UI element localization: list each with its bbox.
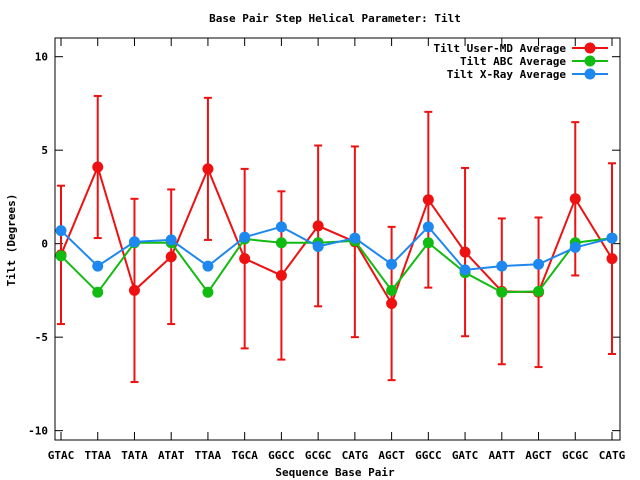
- series-line-3: [60, 225, 613, 271]
- legend-label: Tilt ABC Average: [460, 55, 566, 68]
- legend-label: Tilt X-Ray Average: [447, 68, 567, 81]
- x-tick-label: ATAT: [158, 449, 185, 462]
- series-3-point: [349, 232, 361, 244]
- series-2-point: [55, 250, 67, 262]
- series-1-point: [165, 251, 177, 263]
- x-tick-label: CATG: [599, 449, 626, 462]
- series-3-point: [275, 221, 287, 233]
- series-3-point: [128, 236, 140, 248]
- x-tick-label: GATC: [452, 449, 479, 462]
- series-3-point: [239, 231, 251, 243]
- series-3-point: [55, 225, 67, 237]
- series-3-point: [386, 258, 398, 270]
- tick-layer: -10 -5 0 5 10 GTAC TTAA TATA ATAT TTAA TGCA GGCC GCG…: [28, 38, 626, 462]
- series-layer: [55, 161, 618, 310]
- y-tick-label: 0: [41, 238, 48, 251]
- series-2-point: [202, 286, 214, 298]
- x-axis-label: Sequence Base Pair: [275, 466, 395, 479]
- x-tick-label: GCGC: [305, 449, 332, 462]
- series-3-point: [312, 240, 324, 252]
- y-axis-label: Tilt (Degrees): [5, 194, 18, 287]
- x-tick-label: GGCC: [415, 449, 442, 462]
- x-tick-label: GCGC: [562, 449, 589, 462]
- x-tick-label: TTAA: [195, 449, 222, 462]
- series-1-point: [312, 220, 324, 232]
- series-3-point: [606, 232, 618, 244]
- legend-marker: [584, 42, 596, 54]
- series-1-point: [275, 269, 287, 281]
- x-tick-label: TATA: [121, 449, 148, 462]
- plot-frame: [54, 37, 621, 441]
- x-tick-label: CATG: [342, 449, 369, 462]
- legend-marker: [584, 55, 596, 67]
- x-tick-label: TTAA: [84, 449, 111, 462]
- legend-marker: [584, 68, 596, 80]
- series-2-point: [92, 286, 104, 298]
- series-1-point: [128, 284, 140, 296]
- x-tick-label: AGCT: [525, 449, 552, 462]
- series-2-point: [422, 237, 434, 249]
- y-tick-label: 10: [35, 51, 48, 64]
- error-bar-layer: [57, 94, 616, 384]
- series-2-point: [496, 286, 508, 298]
- series-1-point: [606, 253, 618, 265]
- x-tick-label: AGCT: [378, 449, 405, 462]
- series-3-point: [533, 258, 545, 270]
- series-3-point: [165, 234, 177, 246]
- y-tick-label: -5: [35, 331, 48, 344]
- y-tick-label: -10: [28, 425, 48, 438]
- series-3-point: [569, 241, 581, 253]
- series-1-point: [92, 161, 104, 173]
- series-line-1: [60, 164, 613, 306]
- series-2-point: [533, 285, 545, 297]
- chart-title: Base Pair Step Helical Parameter: Tilt: [209, 12, 461, 25]
- series-3-point: [422, 221, 434, 233]
- x-tick-label: TGCA: [231, 449, 258, 462]
- series-1-point: [459, 246, 471, 258]
- legend-label: Tilt User-MD Average: [434, 42, 567, 55]
- series-3-point: [202, 260, 214, 272]
- series-3-point: [496, 260, 508, 272]
- series-1-point: [569, 193, 581, 205]
- x-tick-label: AATT: [489, 449, 516, 462]
- series-1-point: [202, 163, 214, 175]
- x-tick-label: GTAC: [48, 449, 75, 462]
- series-1-point: [386, 298, 398, 310]
- series-3-point: [92, 260, 104, 272]
- series-3-point: [459, 264, 471, 276]
- x-tick-label: GGCC: [268, 449, 295, 462]
- series-2-point: [386, 284, 398, 296]
- series-2-point: [275, 237, 287, 249]
- series-1-point: [239, 253, 251, 265]
- series-1-point: [422, 194, 434, 206]
- y-tick-label: 5: [41, 144, 48, 157]
